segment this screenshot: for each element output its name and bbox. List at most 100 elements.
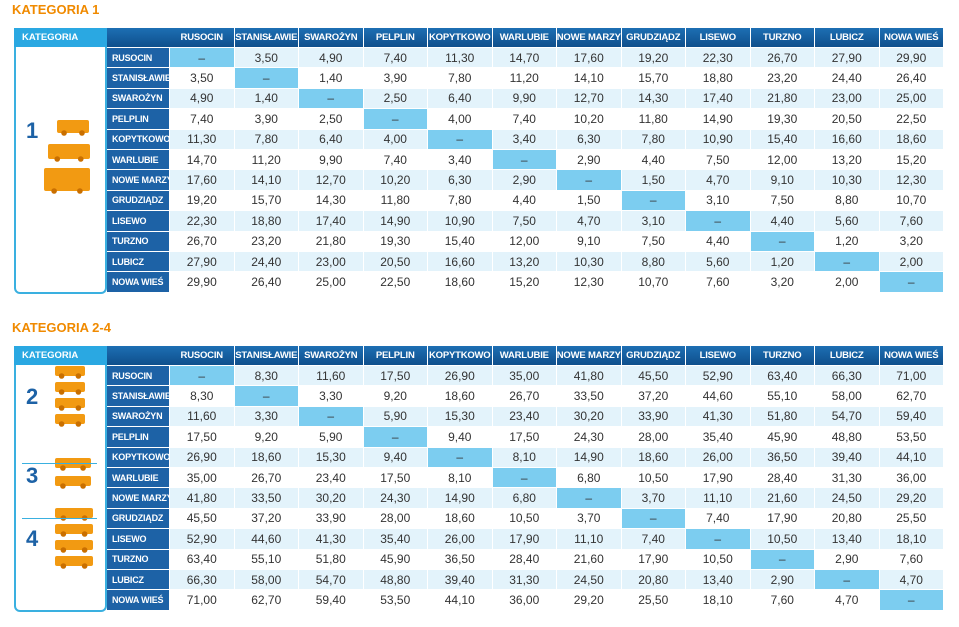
price-cell: 48,80 (363, 570, 427, 590)
price-cell: 18,80 (234, 211, 298, 231)
column-header: WARLUBIE (492, 346, 556, 365)
price-cell: 17,60 (557, 48, 621, 68)
price-cell: 11,30 (428, 48, 492, 68)
price-cell: 18,60 (428, 508, 492, 529)
price-cell: 35,00 (492, 366, 556, 386)
price-cell: 14,90 (428, 488, 492, 508)
price-cell: 12,70 (299, 170, 363, 190)
vehicle-icon (55, 382, 85, 395)
row-label: TURZNO (107, 549, 169, 569)
price-cell: 9,20 (363, 386, 427, 406)
price-cell: 52,90 (170, 529, 234, 549)
price-cell: 33,50 (557, 386, 621, 406)
price-cell: 22,50 (363, 272, 427, 292)
price-cell: 2,50 (299, 109, 363, 129)
column-header: LISEWO (686, 346, 750, 365)
price-cell: 8,80 (815, 190, 879, 211)
price-cell: 18,60 (879, 129, 943, 149)
price-cell: 21,80 (299, 231, 363, 251)
price-cell: 29,90 (879, 48, 943, 68)
price-cell: 3,40 (428, 150, 492, 170)
column-header: PELPLIN (363, 346, 427, 365)
price-cell: 3,20 (879, 231, 943, 251)
price-cell: 13,40 (686, 570, 750, 590)
price-cell: 39,40 (815, 447, 879, 467)
price-cell: 15,30 (428, 406, 492, 427)
price-cell: – (428, 447, 492, 467)
price-cell: 1,40 (234, 88, 298, 109)
price-cell: 62,70 (234, 590, 298, 610)
price-cell: 23,00 (299, 252, 363, 272)
price-cell: 20,80 (621, 570, 685, 590)
column-header: PELPLIN (363, 28, 427, 47)
price-cell: – (234, 68, 298, 88)
price-cell: 45,50 (170, 508, 234, 529)
price-cell: 2,00 (879, 252, 943, 272)
price-cell: 10,70 (879, 190, 943, 211)
price-cell: 7,80 (234, 129, 298, 149)
price-cell: 23,40 (299, 468, 363, 488)
price-cell: 1,20 (815, 231, 879, 251)
price-cell: 2,50 (363, 88, 427, 109)
price-cell: 36,00 (492, 590, 556, 610)
price-cell: 11,30 (170, 129, 234, 149)
price-cell: 17,60 (170, 170, 234, 190)
row-label: TURZNO (107, 231, 169, 251)
price-cell: 3,10 (686, 190, 750, 211)
price-cell: 28,00 (363, 508, 427, 529)
price-cell: 54,70 (299, 570, 363, 590)
price-cell: 45,90 (363, 549, 427, 569)
price-cell: 9,90 (492, 88, 556, 109)
row-label: STANISŁAWIE (107, 68, 171, 88)
price-cell: 17,40 (299, 211, 363, 231)
category-number: 3 (26, 463, 39, 488)
price-cell: 9,10 (750, 170, 814, 190)
price-cell: 12,30 (557, 272, 621, 292)
price-cell: 7,80 (621, 129, 685, 149)
price-cell: 20,50 (815, 109, 879, 129)
price-cell: 15,20 (879, 150, 943, 170)
price-cell: 3,30 (234, 406, 298, 427)
row-label: RUSOCIN (107, 366, 169, 386)
price-cell: 12,00 (492, 231, 556, 251)
vehicle-icon (55, 556, 93, 569)
price-cell: 31,30 (815, 468, 879, 488)
price-cell: 2,90 (815, 549, 879, 569)
price-cell: 18,60 (234, 447, 298, 467)
price-cell: 7,60 (686, 272, 750, 292)
price-cell: 8,30 (170, 386, 234, 406)
price-cell: 28,40 (492, 549, 556, 569)
price-cell: 1,20 (750, 252, 814, 272)
price-cell: 4,70 (557, 211, 621, 231)
column-header: NOWE MARZY (557, 28, 621, 47)
price-cell: 31,30 (492, 570, 556, 590)
price-cell: – (621, 190, 685, 211)
price-cell: 8,30 (234, 366, 298, 386)
price-cell: 9,10 (557, 231, 621, 251)
price-cell: 35,40 (686, 427, 750, 447)
price-cell: 4,70 (686, 170, 750, 190)
price-cell: 17,50 (363, 366, 427, 386)
price-cell: 14,90 (557, 447, 621, 467)
column-header: NOWE MARZY (557, 346, 621, 365)
price-cell: 15,30 (299, 447, 363, 467)
row-label: WARLUBIE (107, 468, 169, 488)
price-cell: 53,50 (363, 590, 427, 610)
price-cell: 4,40 (492, 190, 556, 211)
column-header: WARLUBIE (492, 28, 556, 47)
price-cell: 44,60 (686, 386, 750, 406)
price-cell: 17,50 (492, 427, 556, 447)
price-cell: – (750, 231, 814, 251)
row-label: LUBICZ (107, 252, 169, 272)
price-cell: 26,70 (234, 468, 298, 488)
price-cell: 24,50 (557, 570, 621, 590)
price-cell: 6,30 (428, 170, 492, 190)
price-cell: 18,60 (428, 272, 492, 292)
price-cell: 3,70 (557, 508, 621, 529)
price-cell: 29,20 (557, 590, 621, 610)
price-cell: 21,60 (750, 488, 814, 508)
column-header: KOPYTKOWO (428, 346, 492, 365)
price-cell: 9,90 (299, 150, 363, 170)
price-cell: 22,50 (879, 109, 943, 129)
price-cell: 4,70 (879, 570, 943, 590)
